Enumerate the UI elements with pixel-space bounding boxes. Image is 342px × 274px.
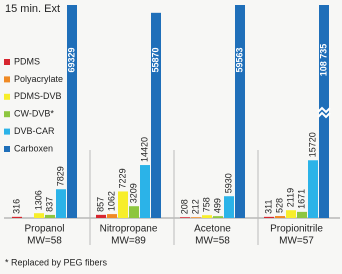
- value-label: 528: [274, 198, 284, 213]
- x-tick-label: Propanol: [24, 224, 64, 235]
- bar: [213, 216, 223, 218]
- bar: [191, 217, 201, 218]
- value-label: 55870: [150, 47, 160, 72]
- bar: [12, 216, 22, 218]
- bar: [140, 165, 150, 218]
- bar: [235, 5, 245, 218]
- axis-break: [317, 111, 331, 119]
- legend-swatch: [4, 76, 10, 83]
- legend-swatch: [4, 146, 10, 152]
- bar: [56, 189, 66, 218]
- bar: [129, 206, 139, 218]
- bars: [12, 5, 329, 218]
- axis-break: [317, 106, 331, 114]
- x-tick-note: MW=89: [111, 236, 146, 247]
- value-label: 7229: [117, 168, 127, 188]
- value-label: 499: [212, 198, 222, 213]
- x-tick-label: Acetone: [194, 224, 231, 235]
- x-tick-note: MW=57: [279, 236, 314, 247]
- value-label: 59563: [234, 47, 244, 72]
- legend-label: CW-DVB*: [14, 109, 54, 119]
- value-label: 316: [11, 199, 21, 214]
- value-label: 2119: [285, 188, 295, 207]
- legend-swatch: [4, 93, 10, 100]
- bar: [319, 5, 329, 218]
- value-label: 1062: [106, 191, 116, 211]
- value-label: 69329: [66, 47, 76, 72]
- chart-title: 15 min. Ext: [5, 3, 60, 15]
- value-label: 14420: [139, 137, 149, 162]
- value-label: 837: [44, 197, 54, 212]
- legend-swatch: [4, 111, 10, 118]
- bar: [34, 213, 44, 218]
- bar: [297, 211, 307, 218]
- value-label: 108 735: [318, 44, 328, 77]
- value-label: 758: [201, 197, 211, 212]
- bar: [202, 215, 212, 218]
- bar: [96, 214, 106, 218]
- footnote: * Replaced by PEG fibers: [5, 257, 108, 267]
- x-tick-note: MW=58: [27, 236, 62, 247]
- bar: [45, 214, 55, 218]
- legend-label: Polyacrylate: [14, 74, 63, 84]
- value-label: 7829: [55, 166, 65, 186]
- bar: [118, 191, 128, 218]
- value-label: 212: [190, 199, 200, 214]
- bar: [67, 5, 77, 218]
- bar: [107, 214, 117, 218]
- value-label: 1306: [33, 190, 43, 210]
- value-label: 3209: [128, 183, 138, 203]
- value-label: 311: [263, 199, 273, 213]
- bar: [151, 12, 161, 218]
- x-tick-label: Nitropropane: [100, 224, 158, 235]
- value-label: 15720: [307, 132, 317, 157]
- value-label: 208: [179, 199, 189, 214]
- value-label: 5930: [223, 173, 233, 193]
- value-label: 857: [95, 197, 105, 212]
- legend-swatch: [4, 128, 10, 135]
- legend-label: PDMS-DVB: [14, 91, 62, 101]
- bar: [308, 160, 318, 218]
- bar: [286, 210, 296, 218]
- x-tick-label: Propionitrile: [270, 224, 323, 235]
- bar: [275, 216, 285, 218]
- legend-swatch: [4, 59, 10, 65]
- x-tick-note: MW=58: [195, 236, 230, 247]
- bar: [224, 196, 234, 218]
- bar: [180, 217, 190, 218]
- legend-label: PDMS: [14, 56, 40, 66]
- legend-label: DVB-CAR: [14, 126, 55, 136]
- value-label: 1671: [296, 189, 306, 209]
- bar: [264, 216, 274, 218]
- legend-label: Carboxen: [14, 143, 53, 153]
